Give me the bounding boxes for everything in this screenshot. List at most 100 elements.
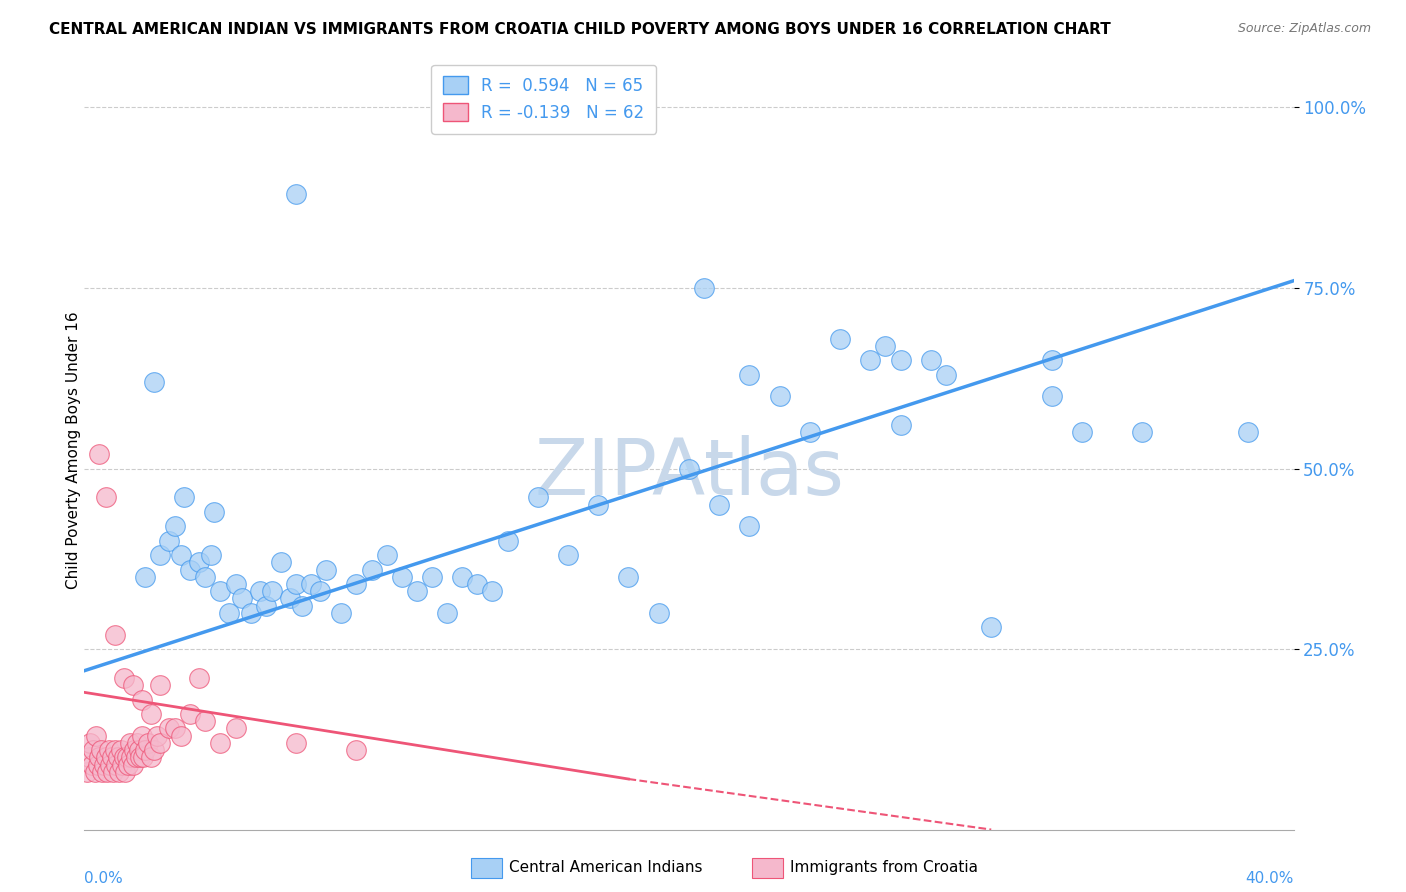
Point [111, 757, 134, 772]
Point [128, 743, 150, 757]
Point [231, 591, 253, 606]
Point [239, 606, 262, 620]
Point [84, 764, 107, 779]
Point [527, 491, 550, 505]
Point [142, 375, 165, 389]
Point [188, 555, 211, 569]
Point [799, 425, 821, 440]
Point [86, 729, 108, 743]
Point [105, 757, 128, 772]
Point [146, 729, 169, 743]
Point [693, 281, 716, 295]
Point [309, 584, 332, 599]
Point [82, 743, 104, 757]
Point [678, 461, 700, 475]
Point [617, 570, 640, 584]
Point [104, 743, 127, 757]
Point [80, 757, 103, 772]
Point [315, 563, 337, 577]
Point [134, 743, 156, 757]
Point [76, 764, 98, 779]
Point [202, 505, 225, 519]
Point [330, 606, 353, 620]
Point [391, 570, 413, 584]
Point [89, 750, 111, 764]
Point [165, 722, 187, 736]
Point [149, 548, 172, 562]
Legend: R =  0.594   N = 65, R = -0.139   N = 62: R = 0.594 N = 65, R = -0.139 N = 62 [432, 64, 657, 134]
Point [346, 577, 368, 591]
Text: ZIPAtlas: ZIPAtlas [534, 435, 844, 511]
Point [209, 736, 232, 750]
Point [194, 714, 217, 729]
Text: 40.0%: 40.0% [1246, 871, 1294, 887]
Point [218, 606, 240, 620]
Point [360, 563, 382, 577]
Point [87, 757, 110, 772]
Point [94, 750, 117, 764]
Point [136, 736, 159, 750]
Point [285, 736, 308, 750]
Point [496, 533, 519, 548]
Point [935, 368, 957, 382]
Point [260, 584, 283, 599]
Point [769, 389, 792, 403]
Point [112, 750, 135, 764]
Point [127, 736, 149, 750]
Point [830, 332, 852, 346]
Point [108, 764, 131, 779]
Point [1040, 353, 1063, 368]
Point [291, 599, 314, 613]
Point [149, 736, 172, 750]
Point [648, 606, 671, 620]
Point [588, 498, 610, 512]
Point [125, 750, 148, 764]
Point [173, 491, 195, 505]
Point [738, 519, 761, 533]
Point [96, 764, 118, 779]
Y-axis label: Child Poverty Among Boys Under 16: Child Poverty Among Boys Under 16 [66, 311, 80, 590]
Point [157, 722, 180, 736]
Point [77, 750, 100, 764]
Text: Central American Indians: Central American Indians [509, 861, 703, 875]
Point [131, 729, 153, 743]
Point [270, 555, 292, 569]
Point [1071, 425, 1094, 440]
Point [420, 570, 443, 584]
Point [120, 750, 142, 764]
Point [139, 750, 162, 764]
Point [451, 570, 474, 584]
Point [920, 353, 942, 368]
Point [346, 743, 368, 757]
Point [194, 570, 217, 584]
Point [91, 764, 114, 779]
Point [98, 757, 121, 772]
Point [170, 729, 193, 743]
Point [278, 591, 301, 606]
Point [980, 620, 1002, 634]
Point [225, 722, 247, 736]
Point [170, 548, 193, 562]
Point [1132, 425, 1154, 440]
Point [93, 757, 115, 772]
Text: Source: ZipAtlas.com: Source: ZipAtlas.com [1237, 22, 1371, 36]
Point [179, 563, 201, 577]
Point [129, 750, 152, 764]
Point [89, 447, 111, 461]
Point [209, 584, 232, 599]
Point [157, 533, 180, 548]
Text: 0.0%: 0.0% [84, 871, 124, 887]
Point [121, 678, 143, 692]
Point [118, 736, 141, 750]
Point [115, 750, 138, 764]
Point [299, 577, 322, 591]
Point [142, 743, 165, 757]
Point [139, 706, 162, 721]
Point [131, 692, 153, 706]
Point [104, 627, 127, 641]
Point [101, 764, 124, 779]
Point [94, 491, 117, 505]
Point [557, 548, 579, 562]
Point [100, 750, 122, 764]
Point [134, 570, 156, 584]
